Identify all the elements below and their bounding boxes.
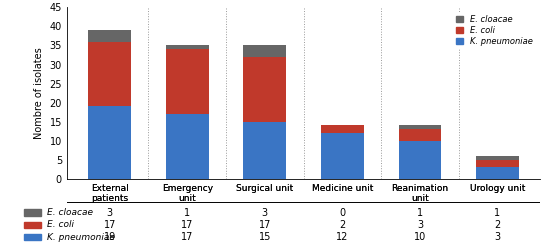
Text: Emergency
unit: Emergency unit [162, 184, 213, 203]
Text: Medicine unit: Medicine unit [312, 184, 373, 193]
Bar [89, 42, 131, 106]
Bar [399, 129, 441, 141]
Text: 2: 2 [339, 220, 345, 230]
Bar [399, 125, 441, 129]
Text: Reanimation
unit: Reanimation unit [392, 184, 448, 203]
Text: Urology unit: Urology unit [470, 184, 525, 193]
Bar [399, 141, 441, 179]
Text: E. coli: E. coli [47, 220, 75, 229]
Bar [243, 57, 286, 122]
Text: K. pneumoniae: K. pneumoniae [47, 233, 115, 242]
Text: Medicine unit: Medicine unit [312, 184, 373, 193]
Text: 17: 17 [181, 232, 193, 242]
Text: Urology unit: Urology unit [470, 184, 525, 193]
Text: 15: 15 [258, 232, 271, 242]
Bar [243, 122, 286, 179]
FancyBboxPatch shape [24, 222, 41, 228]
FancyBboxPatch shape [24, 234, 41, 240]
Bar [89, 106, 131, 179]
Bar [243, 46, 286, 57]
Bar [166, 114, 208, 179]
Text: Surgical unit: Surgical unit [236, 184, 294, 193]
Bar [476, 160, 519, 167]
FancyBboxPatch shape [24, 209, 41, 216]
Text: 3: 3 [106, 208, 113, 218]
Text: 1: 1 [417, 208, 423, 218]
Bar [321, 133, 364, 179]
Text: E. cloacae: E. cloacae [47, 208, 94, 217]
Bar [476, 167, 519, 179]
Text: 17: 17 [258, 220, 271, 230]
Text: 10: 10 [414, 232, 426, 242]
Text: 1: 1 [495, 208, 501, 218]
Text: Emergency
unit: Emergency unit [162, 184, 213, 203]
Text: 1: 1 [184, 208, 190, 218]
Text: 3: 3 [495, 232, 501, 242]
Bar [166, 46, 208, 49]
Text: 3: 3 [262, 208, 268, 218]
Bar [321, 125, 364, 133]
Text: Reanimation
unit: Reanimation unit [392, 184, 448, 203]
Bar [89, 30, 131, 42]
Bar [166, 49, 208, 114]
Text: 19: 19 [104, 232, 116, 242]
Text: 17: 17 [104, 220, 116, 230]
Text: 0: 0 [339, 208, 345, 218]
Text: 17: 17 [181, 220, 193, 230]
Text: External
patients: External patients [91, 184, 129, 203]
Legend: E. cloacae, E. coli, K. pneumoniae: E. cloacae, E. coli, K. pneumoniae [452, 12, 536, 49]
Text: Surgical unit: Surgical unit [236, 184, 294, 193]
Text: 12: 12 [336, 232, 349, 242]
Text: External
patients: External patients [91, 184, 129, 203]
Text: 2: 2 [494, 220, 501, 230]
Y-axis label: Nombre of isolates: Nombre of isolates [34, 47, 44, 139]
Bar [476, 156, 519, 160]
Text: 3: 3 [417, 220, 423, 230]
